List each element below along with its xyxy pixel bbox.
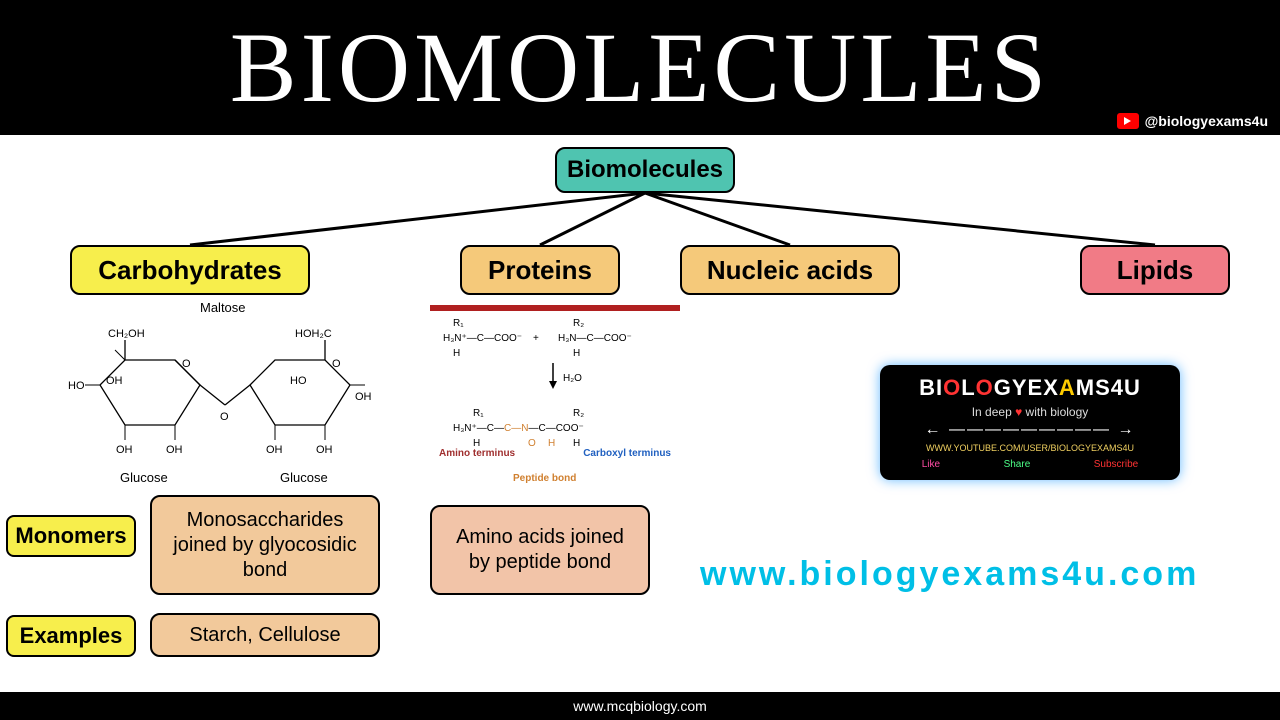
- youtube-icon: [1117, 113, 1139, 129]
- side-label-examples: Examples: [6, 615, 136, 657]
- svg-text:OH: OH: [116, 444, 133, 456]
- promo-action-share: Share: [1004, 459, 1031, 470]
- category-carbohydrates: Carbohydrates: [70, 245, 310, 295]
- promo-title: BIOLOGYEXAMS4U: [890, 375, 1170, 401]
- carboxyl-terminus-label: Carboxyl terminus: [583, 448, 671, 459]
- handle-text: @biologyexams4u: [1145, 113, 1268, 129]
- header-bar: BIOMOLECULES @biologyexams4u: [0, 0, 1280, 135]
- svg-text:OH: OH: [316, 444, 333, 456]
- peptide-bond-label: Peptide bond: [513, 473, 576, 484]
- website-url: www.biologyexams4u.com: [700, 555, 1199, 594]
- svg-text:HOH₂C: HOH₂C: [295, 328, 332, 340]
- svg-text:O: O: [182, 358, 191, 370]
- peptide-bond-diagram: R₁ H₃N⁺—C—COO⁻ H + R₂ H₃N—C—COO⁻ H H₂O R…: [430, 305, 680, 311]
- aa-left: H₃N⁺—C—COO⁻: [443, 333, 522, 344]
- maltose-structure: Maltose O O O CH₂OH HOH₂C HO OH OH OH OH…: [70, 300, 380, 490]
- channel-handle: @biologyexams4u: [1117, 113, 1268, 129]
- diagram-stage: Biomolecules Carbohydrates Proteins Nuclei…: [0, 135, 1280, 692]
- promo-actions: Like Share Subscribe: [890, 459, 1170, 470]
- svg-text:O: O: [332, 358, 341, 370]
- svg-text:OH: OH: [266, 444, 283, 456]
- promo-subtitle: In deep ♥ with biology: [890, 405, 1170, 419]
- description-carb-monomer: Monosaccharides joined by glyocosidic bo…: [150, 495, 380, 595]
- svg-text:HO: HO: [68, 380, 85, 392]
- page-title: BIOMOLECULES: [230, 10, 1050, 125]
- promo-url: WWW.YOUTUBE.COM/USER/BIOLOGYEXAMS4U: [890, 443, 1170, 453]
- promo-action-subscribe: Subscribe: [1094, 459, 1138, 470]
- svg-text:HO: HO: [290, 375, 307, 387]
- aa-right: H₃N—C—COO⁻: [558, 333, 632, 344]
- side-label-monomers: Monomers: [6, 515, 136, 557]
- category-lipids: Lipids: [1080, 245, 1230, 295]
- description-carb-example: Starch, Cellulose: [150, 613, 380, 657]
- category-proteins: Proteins: [460, 245, 620, 295]
- channel-promo-card: BIOLOGYEXAMS4U In deep ♥ with biology ← …: [880, 365, 1180, 480]
- maltose-title: Maltose: [200, 300, 246, 315]
- maltose-svg: O O O CH₂OH HOH₂C HO OH OH OH OH OH OH H…: [70, 315, 380, 485]
- glucose-left-label: Glucose: [120, 470, 168, 485]
- root-label: Biomolecules: [567, 156, 723, 184]
- svg-text:CH₂OH: CH₂OH: [108, 328, 145, 340]
- glucose-right-label: Glucose: [280, 470, 328, 485]
- svg-text:OH: OH: [166, 444, 183, 456]
- footer-bar: www.mcqbiology.com: [0, 692, 1280, 720]
- svg-text:O: O: [220, 411, 229, 423]
- root-node-biomolecules: Biomolecules: [555, 147, 735, 193]
- svg-text:OH: OH: [355, 391, 372, 403]
- category-nucleic-acids: Nucleic acids: [680, 245, 900, 295]
- description-prot-monomer: Amino acids joined by peptide bond: [430, 505, 650, 595]
- promo-action-like: Like: [922, 459, 940, 470]
- amino-terminus-label: Amino terminus: [439, 448, 515, 459]
- svg-text:OH: OH: [106, 375, 123, 387]
- footer-url: www.mcqbiology.com: [573, 698, 707, 714]
